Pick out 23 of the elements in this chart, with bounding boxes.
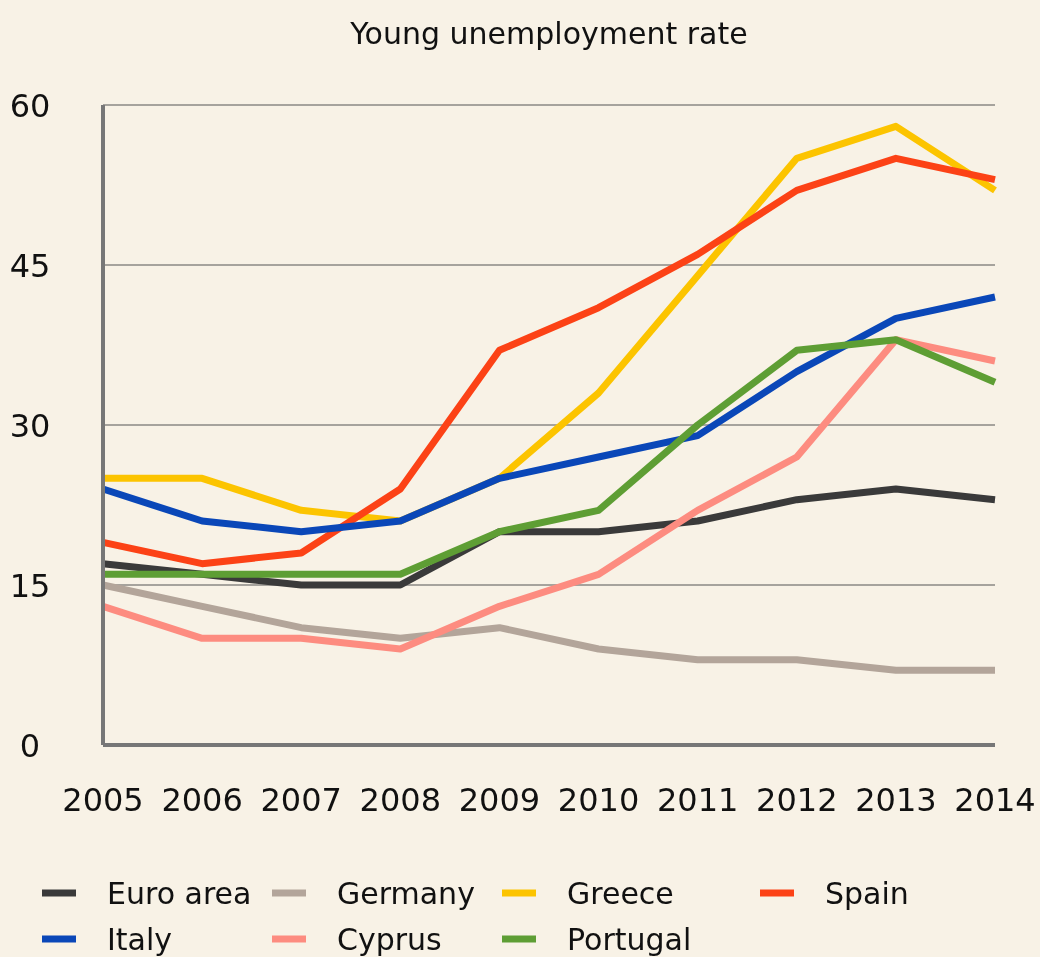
legend-label: Portugal bbox=[567, 922, 692, 957]
legend-label: Spain bbox=[825, 876, 909, 911]
y-tick-label: 15 bbox=[9, 567, 51, 605]
legend-label: Germany bbox=[337, 876, 475, 911]
legend-label: Cyprus bbox=[337, 922, 442, 957]
x-tick-label: 2005 bbox=[62, 781, 144, 819]
x-tick-label: 2010 bbox=[557, 781, 640, 819]
chart-title: Young unemployment rate bbox=[349, 16, 748, 51]
legend-label: Euro area bbox=[107, 876, 252, 911]
y-tick-label: 0 bbox=[19, 727, 41, 765]
y-tick-label: 45 bbox=[9, 247, 51, 285]
x-tick-label: 2012 bbox=[756, 781, 838, 819]
y-tick-label: 60 bbox=[9, 87, 51, 125]
x-tick-label: 2009 bbox=[458, 781, 541, 819]
legend-label: Greece bbox=[567, 876, 674, 911]
x-tick-label: 2008 bbox=[359, 781, 442, 819]
x-tick-label: 2013 bbox=[855, 781, 937, 819]
x-tick-label: 2007 bbox=[260, 781, 342, 819]
x-tick-label: 2011 bbox=[656, 781, 739, 819]
legend-label: Italy bbox=[107, 922, 173, 957]
x-tick-label: 2014 bbox=[954, 781, 1036, 819]
x-tick-label: 2006 bbox=[161, 781, 243, 819]
y-tick-label: 30 bbox=[9, 407, 51, 445]
